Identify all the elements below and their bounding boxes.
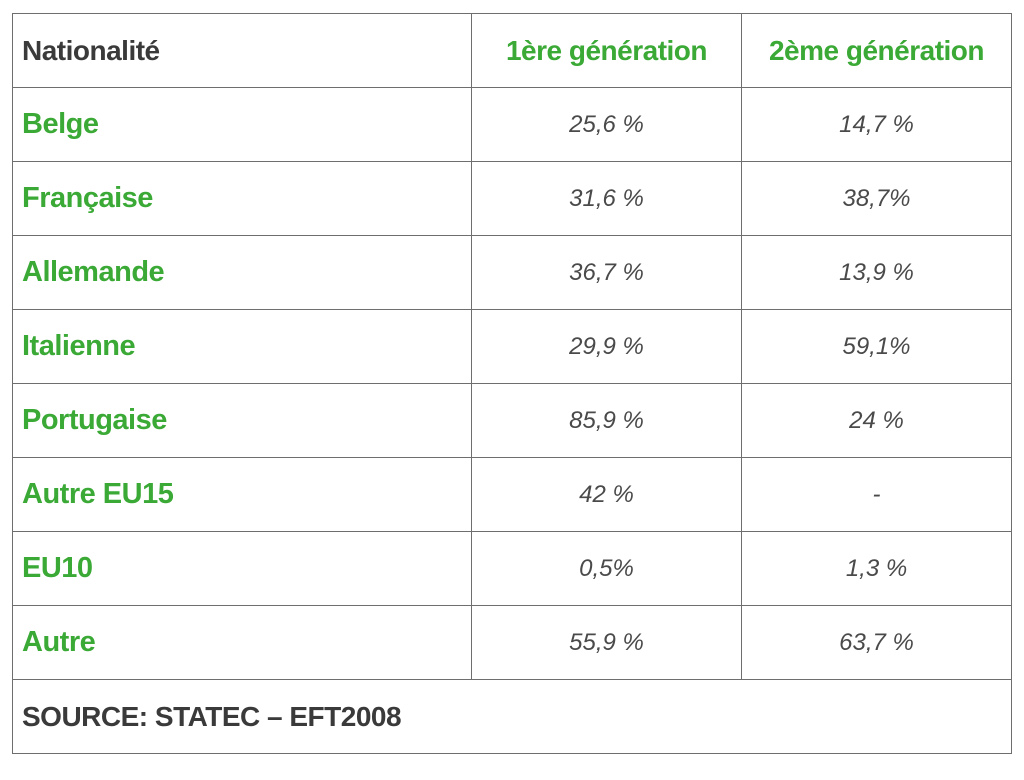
row-label: Belge	[12, 87, 472, 162]
value-first-generation: 55,9 %	[471, 605, 742, 680]
row-label: Portugaise	[12, 383, 472, 458]
row-label: Française	[12, 161, 472, 236]
table-row: Autre EU15 42 % -	[12, 457, 1012, 532]
table-row: Italienne 29,9 % 59,1%	[12, 309, 1012, 384]
value-first-generation: 85,9 %	[471, 383, 742, 458]
value-second-generation: 38,7%	[741, 161, 1012, 236]
table-row: EU10 0,5% 1,3 %	[12, 531, 1012, 606]
value-first-generation: 0,5%	[471, 531, 742, 606]
value-second-generation: 59,1%	[741, 309, 1012, 384]
header-nationality: Nationalité	[12, 13, 472, 88]
table-row: Portugaise 85,9 % 24 %	[12, 383, 1012, 458]
table-row: Belge 25,6 % 14,7 %	[12, 87, 1012, 162]
value-second-generation: 1,3 %	[741, 531, 1012, 606]
source-row: SOURCE: STATEC – EFT2008	[12, 679, 1012, 754]
header-first-generation: 1ère génération	[471, 13, 742, 88]
row-label: Italienne	[12, 309, 472, 384]
source-note: SOURCE: STATEC – EFT2008	[12, 679, 1012, 754]
value-first-generation: 29,9 %	[471, 309, 742, 384]
value-second-generation: 63,7 %	[741, 605, 1012, 680]
value-second-generation: 14,7 %	[741, 87, 1012, 162]
row-label: Autre EU15	[12, 457, 472, 532]
row-label: EU10	[12, 531, 472, 606]
value-first-generation: 31,6 %	[471, 161, 742, 236]
header-second-generation: 2ème génération	[741, 13, 1012, 88]
table-row: Française 31,6 % 38,7%	[12, 161, 1012, 236]
value-second-generation: -	[741, 457, 1012, 532]
value-first-generation: 36,7 %	[471, 235, 742, 310]
row-label: Autre	[12, 605, 472, 680]
statistics-table: Nationalité 1ère génération 2ème générat…	[12, 13, 1012, 754]
value-second-generation: 13,9 %	[741, 235, 1012, 310]
row-label: Allemande	[12, 235, 472, 310]
value-second-generation: 24 %	[741, 383, 1012, 458]
table-row: Allemande 36,7 % 13,9 %	[12, 235, 1012, 310]
header-row: Nationalité 1ère génération 2ème générat…	[12, 13, 1012, 88]
value-first-generation: 25,6 %	[471, 87, 742, 162]
value-first-generation: 42 %	[471, 457, 742, 532]
table-row: Autre 55,9 % 63,7 %	[12, 605, 1012, 680]
